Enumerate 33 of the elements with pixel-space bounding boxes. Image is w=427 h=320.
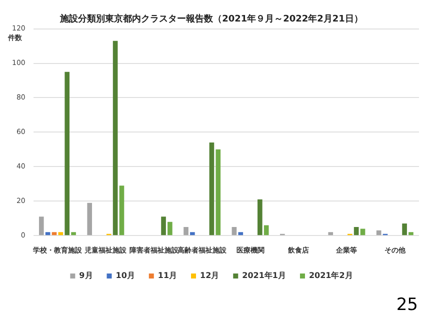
legend-label: 10月 bbox=[116, 271, 135, 280]
legend-label: 9月 bbox=[79, 271, 93, 280]
bar bbox=[258, 199, 262, 236]
legend-label: 12月 bbox=[200, 271, 220, 280]
bar bbox=[328, 232, 334, 236]
bar bbox=[264, 225, 269, 236]
bar bbox=[354, 226, 359, 236]
chart-title: 施設分類別東京都内クラスター報告数（2021年９月～2022年2月21日） bbox=[59, 14, 363, 25]
bar bbox=[45, 232, 50, 236]
bar bbox=[58, 232, 64, 236]
bar bbox=[360, 228, 366, 236]
legend-label: 11月 bbox=[158, 271, 178, 280]
bar bbox=[71, 232, 76, 236]
bar bbox=[64, 72, 70, 236]
bar bbox=[232, 226, 237, 236]
bar bbox=[402, 224, 407, 236]
bar bbox=[184, 226, 188, 236]
bar bbox=[209, 142, 214, 236]
legend-label: 2021年2月 bbox=[308, 271, 353, 280]
text: 25 bbox=[396, 294, 418, 315]
bar bbox=[238, 232, 244, 236]
bar bbox=[376, 230, 382, 236]
bar bbox=[408, 232, 414, 236]
bar bbox=[216, 149, 221, 236]
bar bbox=[38, 216, 44, 236]
bar bbox=[87, 202, 92, 236]
bar bbox=[168, 222, 172, 236]
bar bbox=[190, 232, 195, 236]
bar bbox=[119, 186, 124, 236]
bar bbox=[112, 40, 118, 236]
bar bbox=[161, 216, 166, 236]
legend-label: 2021年1月 bbox=[242, 271, 286, 280]
bar bbox=[52, 232, 57, 236]
